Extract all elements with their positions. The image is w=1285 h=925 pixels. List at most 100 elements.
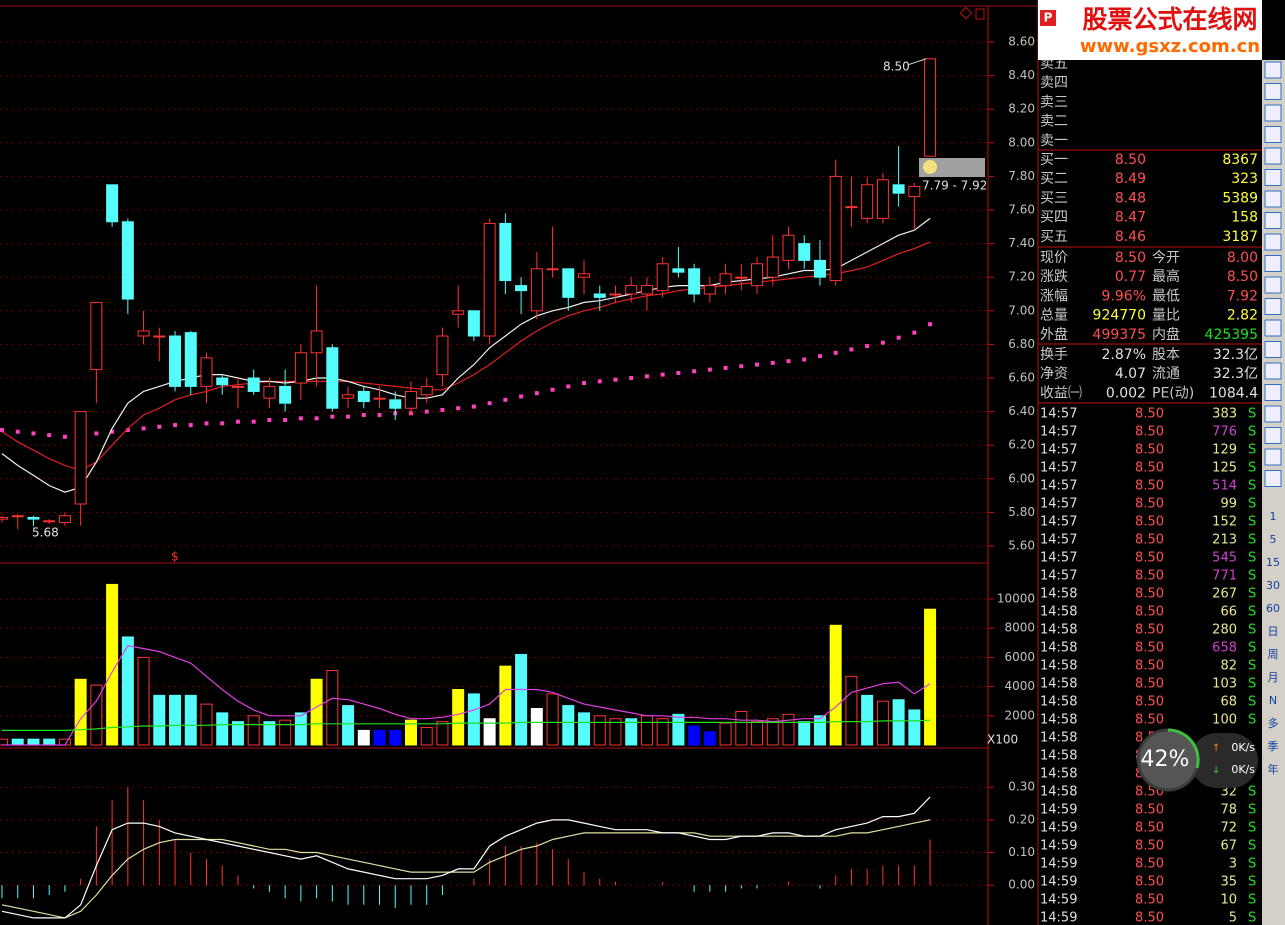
watermark-url: www.gsxz.com.cn [1080, 36, 1260, 57]
tick-volume: 776 [1212, 425, 1237, 440]
sar-dot [613, 377, 618, 382]
tool-icon[interactable] [1264, 319, 1282, 337]
tool-icon[interactable] [1264, 126, 1282, 143]
sar-dot [660, 372, 665, 377]
volume-bar [420, 726, 433, 746]
sar-dot [896, 335, 901, 340]
sar-dot [739, 364, 744, 369]
toolbar-button[interactable]: 季 [1268, 740, 1279, 753]
sar-dot [707, 367, 712, 372]
tool-icon[interactable] [1264, 104, 1282, 122]
tool-icon[interactable] [1264, 362, 1282, 380]
tick-price: 8.50 [1135, 497, 1164, 512]
toolbar-button[interactable]: 周 [1268, 648, 1279, 661]
tool-icon[interactable] [1264, 427, 1282, 444]
sar-dot [880, 340, 885, 345]
toolbar-button[interactable]: 年 [1268, 762, 1279, 776]
tool-icon[interactable] [1264, 212, 1282, 229]
tick-time: 14:58 [1040, 677, 1077, 692]
sar-dot [0, 428, 4, 433]
y-tick-label: 6000 [1004, 650, 1035, 664]
bid-label: 买一 [1040, 152, 1068, 168]
sar-dot [188, 423, 193, 428]
tick-price: 8.50 [1135, 407, 1164, 422]
tool-icon[interactable] [1264, 298, 1282, 315]
tool-icon[interactable] [1264, 147, 1282, 165]
volume-bar [342, 705, 355, 746]
toolbar-button[interactable]: 多 [1268, 716, 1279, 730]
tick-price: 8.50 [1135, 515, 1164, 530]
quote-value: 4.07 [1115, 366, 1146, 382]
sar-dot [802, 357, 807, 362]
quote-value: 499375 [1093, 327, 1146, 343]
tick-side: S [1248, 605, 1256, 620]
toolbar-button[interactable]: 日 [1268, 625, 1279, 638]
y-tick-label: 6.80 [1008, 337, 1035, 351]
quote-label: 现价 [1040, 250, 1068, 266]
tool-icon[interactable] [1264, 448, 1282, 466]
toolbar-button[interactable]: 5 [1270, 533, 1277, 546]
y-tick-label: 10000 [997, 592, 1035, 606]
sar-dot [424, 409, 429, 414]
tick-volume: 152 [1212, 515, 1237, 530]
volume-bar [625, 718, 638, 746]
sar-dot [770, 360, 775, 365]
toolbar-button[interactable]: 60 [1266, 602, 1280, 615]
tool-icon[interactable] [1264, 276, 1282, 294]
tick-time: 14:58 [1040, 659, 1077, 674]
tick-price: 8.50 [1135, 533, 1164, 548]
sar-dot [503, 397, 508, 402]
tick-time: 14:57 [1040, 569, 1077, 584]
tool-icon[interactable] [1264, 384, 1282, 401]
volume-bar [609, 718, 622, 746]
tool-icon[interactable] [1264, 190, 1282, 208]
y-tick-label: 6.40 [1008, 404, 1035, 418]
volume-bar [562, 705, 575, 746]
candle-body [813, 259, 826, 278]
line-ma_green [2, 719, 931, 731]
tick-time: 14:57 [1040, 443, 1077, 458]
candle-body [43, 520, 56, 523]
candle-body [562, 268, 575, 298]
tool-icon[interactable] [1264, 255, 1282, 272]
sar-dot [582, 381, 587, 386]
candle-body [515, 285, 528, 292]
toolbar-button[interactable]: 1 [1270, 510, 1277, 523]
tool-icon[interactable] [1264, 341, 1282, 358]
sar-dot [110, 429, 115, 434]
bid-label: 买二 [1040, 171, 1068, 187]
line-ma_red [1, 241, 931, 472]
toolbar-button[interactable]: N [1269, 694, 1277, 707]
toolbar-button[interactable]: 30 [1266, 579, 1280, 592]
candle-body [452, 310, 465, 315]
toolbar-button[interactable]: 15 [1266, 556, 1280, 569]
candle-body [90, 301, 103, 371]
annotation-line [907, 58, 927, 66]
widget-pill [1190, 733, 1258, 788]
icon[interactable] [959, 6, 973, 20]
tool-icon[interactable] [1264, 233, 1282, 251]
y-tick-label: 5.80 [1008, 505, 1035, 519]
volume-bar [578, 712, 591, 746]
tick-volume: 99 [1220, 497, 1237, 512]
sar-dot [283, 418, 288, 422]
quote-panel: 委卖五卖四卖三卖二卖一买一8.508367买二8.49323买三8.485389… [1038, 37, 1262, 925]
tick-side: S [1248, 857, 1256, 872]
tool-icon[interactable] [1264, 405, 1282, 423]
sar-dot [235, 419, 240, 424]
sar-dot [298, 416, 303, 421]
tool-icon[interactable] [1264, 83, 1282, 100]
tool-icon[interactable] [1264, 169, 1282, 186]
tool-icon[interactable] [1264, 61, 1282, 79]
sar-dot [912, 330, 917, 335]
tick-volume: 68 [1220, 695, 1237, 710]
tool-icon[interactable] [1264, 470, 1282, 487]
tick-volume: 267 [1212, 587, 1237, 602]
tick-price: 8.50 [1135, 875, 1164, 890]
quote-value: 0.002 [1106, 385, 1146, 401]
tick-time: 14:58 [1040, 785, 1077, 800]
toolbar-button[interactable]: 月 [1268, 671, 1279, 684]
icon[interactable] [975, 8, 985, 20]
quote-value: 425395 [1205, 327, 1258, 343]
